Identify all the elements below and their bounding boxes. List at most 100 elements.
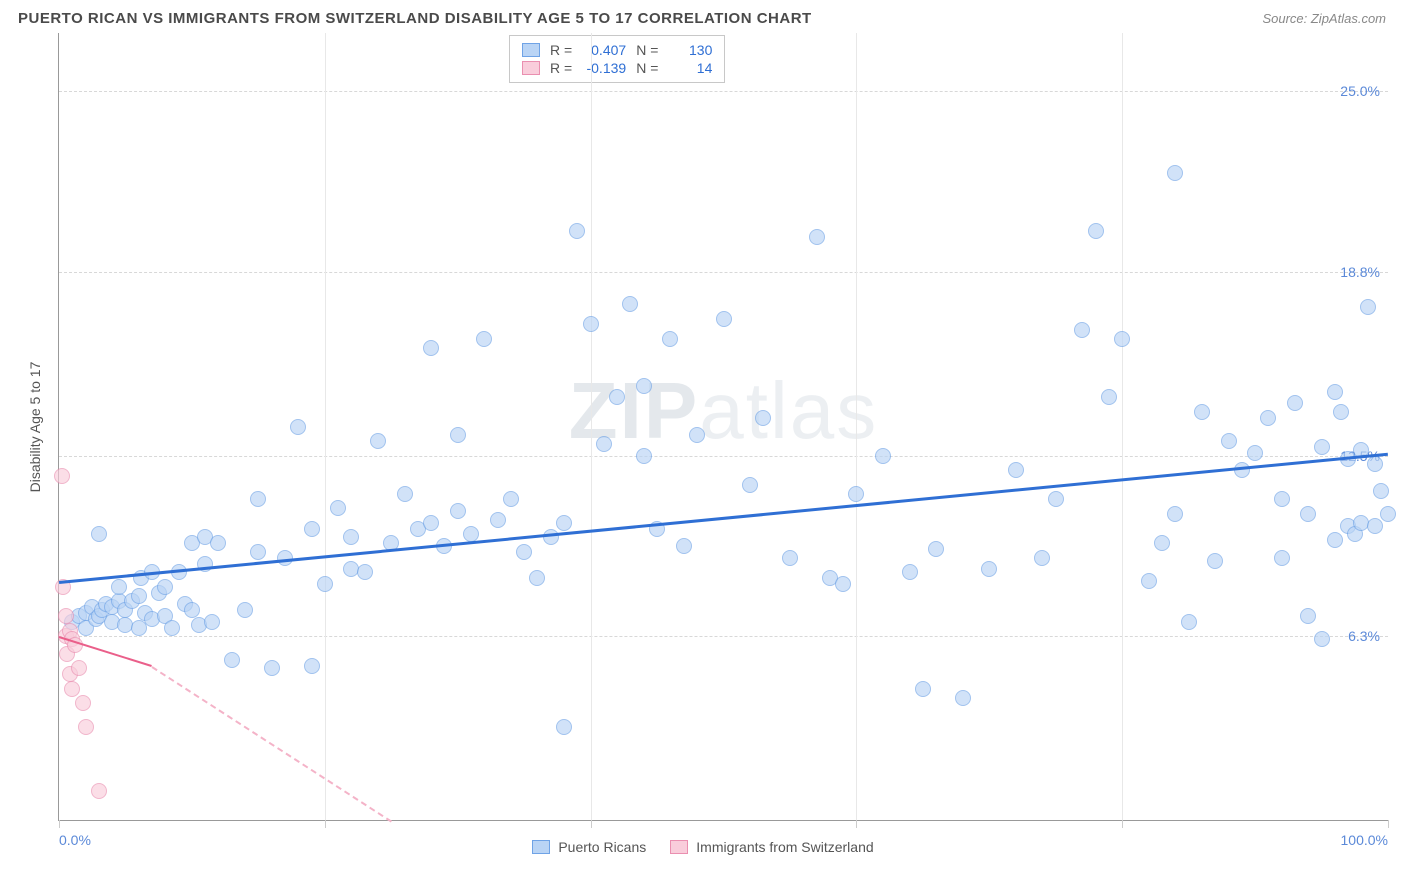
point-blue	[450, 427, 466, 443]
y-tick-label: 6.3%	[1348, 628, 1380, 644]
point-blue	[423, 515, 439, 531]
point-blue	[1373, 483, 1389, 499]
point-blue	[1207, 553, 1223, 569]
point-blue	[237, 602, 253, 618]
legend-swatch-blue	[532, 840, 550, 854]
point-pink	[91, 783, 107, 799]
point-blue	[1167, 506, 1183, 522]
point-blue	[543, 529, 559, 545]
x-tick	[1388, 820, 1389, 828]
stat-n-label: N =	[636, 42, 658, 58]
point-blue	[1367, 518, 1383, 534]
point-blue	[490, 512, 506, 528]
point-blue	[1300, 506, 1316, 522]
point-blue	[1333, 404, 1349, 420]
point-blue	[304, 658, 320, 674]
point-blue	[1114, 331, 1130, 347]
point-blue	[516, 544, 532, 560]
y-tick-label: 25.0%	[1340, 83, 1380, 99]
gridline-h	[59, 456, 1388, 457]
x-tick	[325, 820, 326, 828]
point-blue	[609, 389, 625, 405]
y-axis-label: Disability Age 5 to 17	[27, 361, 43, 492]
watermark-zip: ZIP	[569, 366, 699, 455]
point-blue	[1360, 299, 1376, 315]
point-blue	[755, 410, 771, 426]
point-blue	[1274, 491, 1290, 507]
stats-row-pink: R = -0.139 N = 14	[522, 59, 712, 77]
trendline	[151, 666, 391, 822]
point-blue	[164, 620, 180, 636]
chart-header: PUERTO RICAN VS IMMIGRANTS FROM SWITZERL…	[0, 0, 1406, 33]
point-blue	[1287, 395, 1303, 411]
point-pink	[54, 468, 70, 484]
point-blue	[476, 331, 492, 347]
point-blue	[290, 419, 306, 435]
point-blue	[596, 436, 612, 452]
plot-area: Disability Age 5 to 17 ZIPatlas R = 0.40…	[58, 33, 1388, 821]
point-blue	[1314, 439, 1330, 455]
x-tick	[856, 820, 857, 828]
point-blue	[955, 690, 971, 706]
point-blue	[224, 652, 240, 668]
point-blue	[636, 378, 652, 394]
point-pink	[58, 608, 74, 624]
point-blue	[782, 550, 798, 566]
point-blue	[250, 491, 266, 507]
point-blue	[1088, 223, 1104, 239]
point-pink	[78, 719, 94, 735]
point-blue	[450, 503, 466, 519]
point-blue	[848, 486, 864, 502]
point-pink	[64, 681, 80, 697]
point-blue	[662, 331, 678, 347]
point-blue	[91, 526, 107, 542]
trendline	[59, 453, 1388, 584]
point-blue	[1314, 631, 1330, 647]
gridline-v	[1122, 33, 1123, 820]
x-tick	[59, 820, 60, 828]
swatch-pink	[522, 61, 540, 75]
stat-n-label-2: N =	[636, 60, 658, 76]
y-tick-label: 18.8%	[1340, 264, 1380, 280]
point-blue	[503, 491, 519, 507]
point-blue	[264, 660, 280, 676]
legend-item-pink: Immigrants from Switzerland	[670, 839, 873, 855]
point-blue	[1247, 445, 1263, 461]
chart-container: Disability Age 5 to 17 ZIPatlas R = 0.40…	[18, 33, 1388, 863]
gridline-h	[59, 272, 1388, 273]
point-blue	[636, 448, 652, 464]
gridline-h	[59, 636, 1388, 637]
stats-row-blue: R = 0.407 N = 130	[522, 41, 712, 59]
point-blue	[1221, 433, 1237, 449]
point-blue	[370, 433, 386, 449]
gridline-v	[325, 33, 326, 820]
point-blue	[423, 340, 439, 356]
point-blue	[1181, 614, 1197, 630]
point-blue	[357, 564, 373, 580]
watermark-atlas: atlas	[699, 366, 878, 455]
point-blue	[1167, 165, 1183, 181]
point-blue	[1234, 462, 1250, 478]
point-blue	[204, 614, 220, 630]
point-blue	[981, 561, 997, 577]
point-blue	[556, 719, 572, 735]
gridline-v	[591, 33, 592, 820]
point-blue	[157, 579, 173, 595]
point-blue	[569, 223, 585, 239]
x-tick	[1122, 820, 1123, 828]
stat-r-pink: -0.139	[582, 60, 626, 76]
point-blue	[1327, 384, 1343, 400]
point-blue	[1194, 404, 1210, 420]
point-blue	[1048, 491, 1064, 507]
stat-r-label: R =	[550, 42, 572, 58]
swatch-blue	[522, 43, 540, 57]
legend: Puerto Ricans Immigrants from Switzerlan…	[18, 839, 1388, 855]
stats-box: R = 0.407 N = 130 R = -0.139 N = 14	[509, 35, 725, 83]
legend-label-pink: Immigrants from Switzerland	[696, 839, 873, 855]
point-blue	[330, 500, 346, 516]
point-blue	[397, 486, 413, 502]
watermark: ZIPatlas	[569, 365, 878, 457]
chart-title: PUERTO RICAN VS IMMIGRANTS FROM SWITZERL…	[18, 10, 812, 27]
x-tick	[591, 820, 592, 828]
gridline-h	[59, 91, 1388, 92]
